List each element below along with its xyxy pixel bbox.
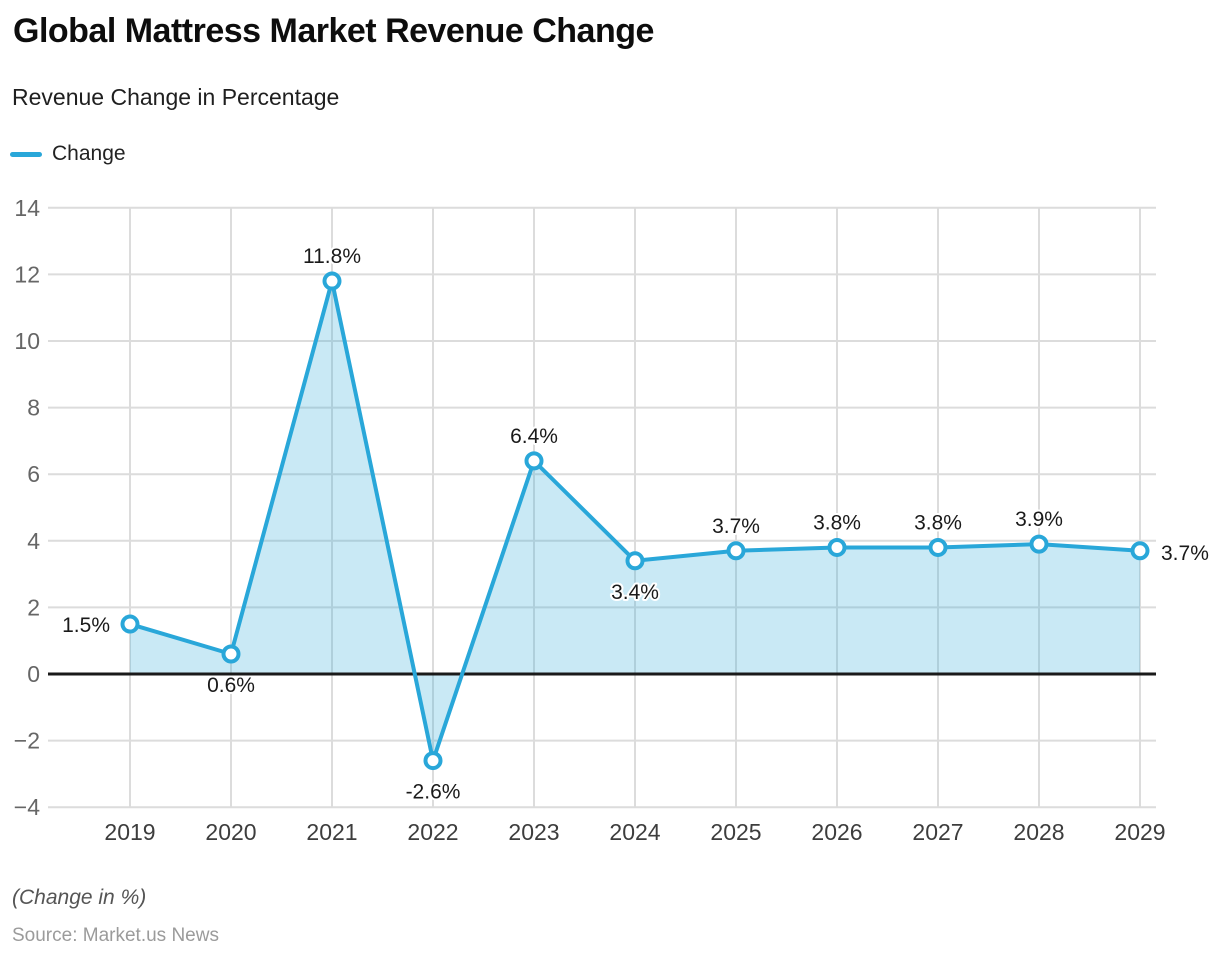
data-point-marker-2022[interactable] [423,751,443,771]
y-tick-label: 8 [27,395,40,421]
data-point-label-2026: 3.8% [813,511,861,534]
chart-footnote: (Change in %) [12,886,147,909]
legend-line-swatch [10,151,42,157]
data-point-marker-2026[interactable] [827,537,847,557]
legend-label: Change [52,142,126,165]
x-tick-label: 2028 [1013,819,1064,845]
x-tick-label: 2029 [1114,819,1165,845]
data-point-label-2025: 3.7% [712,515,760,538]
y-tick-label: 0 [27,661,40,687]
y-tick-label: 10 [14,328,40,354]
y-tick-label: −4 [14,794,40,820]
data-point-marker-2025[interactable] [726,541,746,561]
data-point-label-2019: 1.5% [62,614,110,637]
y-tick-label: 14 [14,195,40,221]
x-tick-label: 2023 [508,819,559,845]
chart-source: Source: Market.us News [12,925,219,946]
data-point-marker-2019[interactable] [120,614,140,634]
chart-title: Global Mattress Market Revenue Change [13,12,654,50]
data-point-marker-2027[interactable] [928,537,948,557]
data-point-label-2020: 0.6% [207,674,255,697]
y-tick-label: 2 [27,594,40,620]
data-point-marker-2029[interactable] [1130,541,1150,561]
x-tick-label: 2027 [912,819,963,845]
data-point-label-2028: 3.9% [1015,508,1063,531]
data-point-label-2027: 3.8% [914,511,962,534]
data-point-label-2021: 11.8% [303,245,361,268]
x-tick-label: 2020 [205,819,256,845]
x-tick-label: 2019 [104,819,155,845]
area-fill [130,281,1140,761]
x-tick-label: 2022 [407,819,458,845]
x-tick-label: 2024 [609,819,660,845]
legend-item-change[interactable]: Change [10,142,126,166]
data-point-label-2024: 3.4% [611,581,659,604]
x-tick-label: 2025 [710,819,761,845]
data-point-marker-2021[interactable] [322,271,342,291]
y-tick-label: 6 [27,461,40,487]
data-point-marker-2023[interactable] [524,451,544,471]
chart-subtitle: Revenue Change in Percentage [12,84,340,110]
data-point-marker-2028[interactable] [1029,534,1049,554]
data-point-label-2022: -2.6% [406,781,461,804]
y-tick-label: −2 [14,728,40,754]
x-tick-label: 2021 [306,819,357,845]
data-point-label-2023: 6.4% [510,425,558,448]
data-point-marker-2024[interactable] [625,551,645,571]
data-point-label-2029: 3.7% [1161,542,1209,565]
y-tick-label: 12 [14,261,40,287]
y-tick-label: 4 [27,528,40,554]
data-point-marker-2020[interactable] [221,644,241,664]
x-tick-label: 2026 [811,819,862,845]
